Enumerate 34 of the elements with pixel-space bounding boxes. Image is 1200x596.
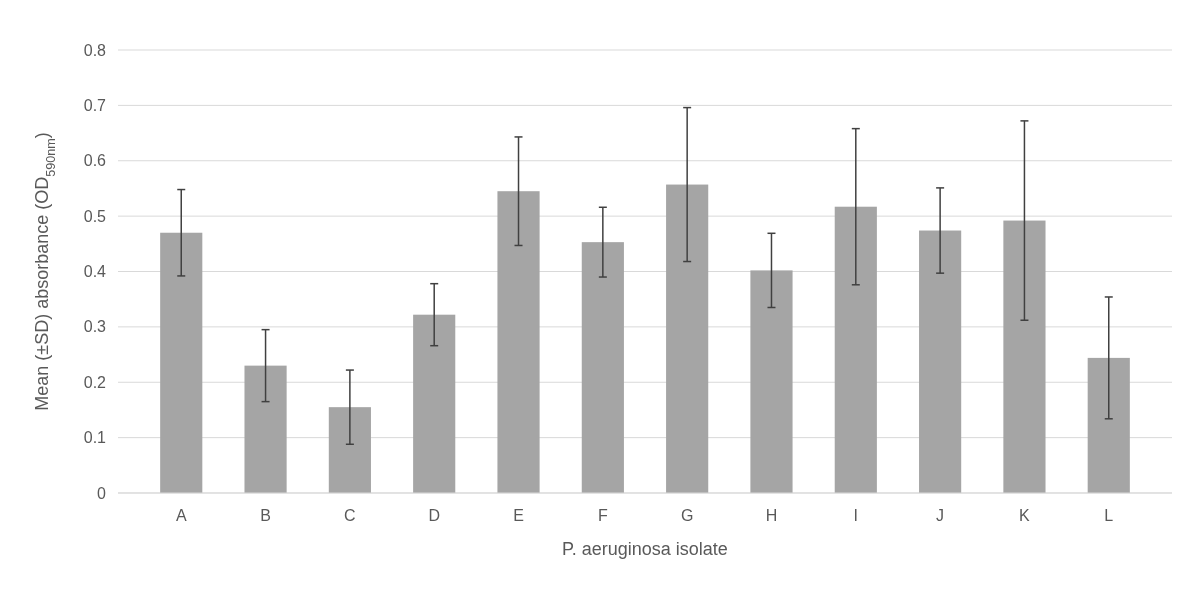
x-axis-title: P. aeruginosa isolate <box>562 539 728 559</box>
bar <box>750 270 793 493</box>
bar <box>1003 220 1046 493</box>
bar <box>1087 357 1130 493</box>
bar <box>666 184 709 493</box>
x-tick-label: B <box>260 507 271 524</box>
x-tick-label: E <box>513 507 524 524</box>
x-tick-label: A <box>175 507 187 524</box>
x-tick-label: J <box>936 507 945 524</box>
x-tick-label: K <box>1019 507 1031 524</box>
y-tick-label: 0.6 <box>83 152 107 170</box>
y-tick-label: 0.3 <box>83 318 107 336</box>
bar <box>919 230 962 493</box>
y-tick-label: 0.1 <box>83 429 107 447</box>
bar <box>328 407 371 493</box>
x-tick-label: I <box>853 507 859 524</box>
bar <box>581 242 624 493</box>
x-tick-label: F <box>597 507 608 524</box>
bar <box>497 191 540 493</box>
x-tick-label: H <box>765 507 778 524</box>
y-tick-label: 0.5 <box>83 207 107 225</box>
bar <box>413 314 456 493</box>
bar <box>160 232 203 493</box>
x-tick-label: C <box>344 507 356 524</box>
x-tick-label: G <box>680 507 694 524</box>
bar <box>244 365 287 493</box>
y-tick-label: 0.2 <box>83 373 107 391</box>
bar <box>834 206 877 493</box>
y-tick-label: 0.7 <box>83 96 107 114</box>
y-tick-label: 0 <box>97 484 107 502</box>
y-tick-label: 0.8 <box>83 41 107 59</box>
x-tick-label: L <box>1104 507 1114 524</box>
x-tick-label: D <box>428 507 440 524</box>
y-tick-label: 0.4 <box>83 263 107 281</box>
